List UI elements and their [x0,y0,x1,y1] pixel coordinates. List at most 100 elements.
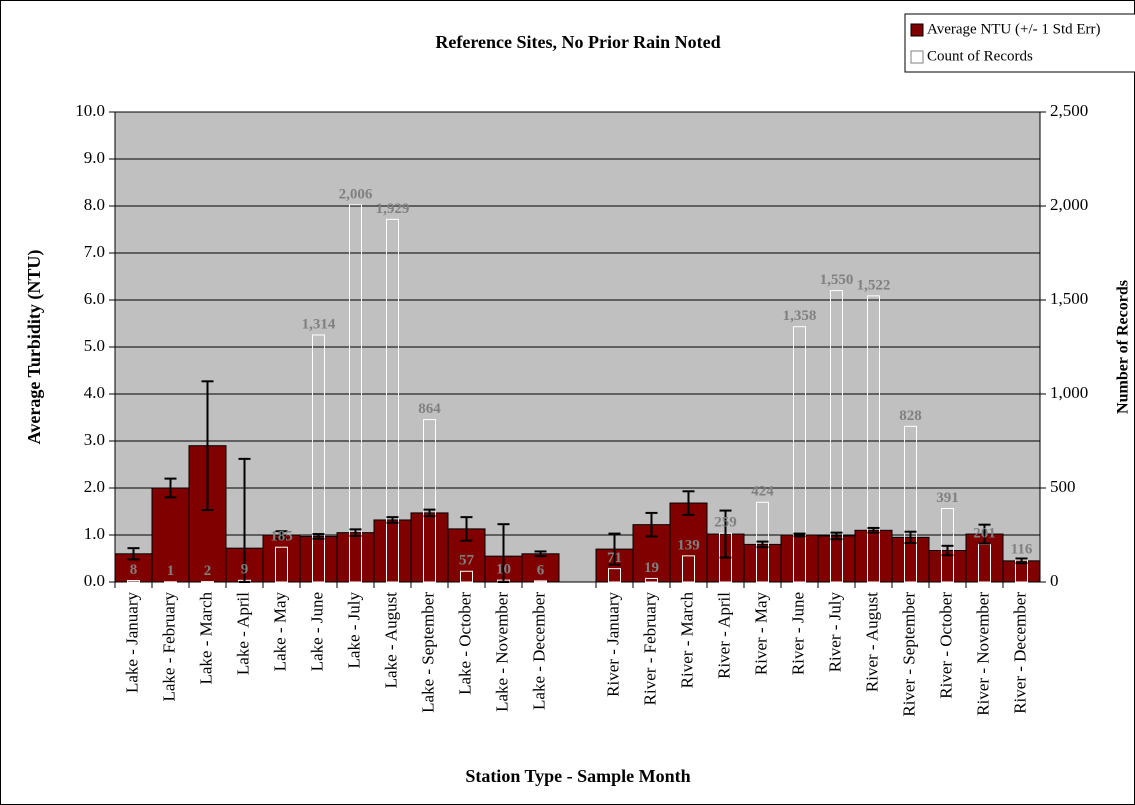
y-tick-label: 7.0 [84,242,105,261]
count-bar [312,334,325,583]
x-tick-label: Lake - June [307,592,326,671]
y2-tick-label: 0 [1050,571,1059,590]
count-label: 1,550 [820,272,854,288]
ntu-bar [743,543,782,583]
count-bar [460,570,473,583]
count-label: 71 [607,550,622,566]
y-tick-label: 10.0 [75,101,105,120]
y2-tick-label: 2,500 [1050,101,1088,120]
ntu-bar [780,534,819,583]
y2-tick-label: 1,500 [1050,289,1088,308]
count-bar [793,326,806,583]
error-bar [534,550,547,558]
error-bar [941,544,954,557]
y2-tick-label: 500 [1050,477,1076,496]
ntu-bar [410,512,449,583]
x-tick-label: River - January [603,592,622,697]
count-bar [127,579,140,583]
count-bar [386,218,399,583]
count-label: 9 [241,562,249,578]
error-bar [164,477,177,499]
error-bar [904,530,917,544]
count-bar [608,568,621,583]
x-axis-label: Station Type - Sample Month [465,766,690,786]
count-label: 6 [537,562,545,578]
y-tick-label: 9.0 [84,148,105,167]
y-tick-label: 3.0 [84,430,105,449]
ntu-bar [151,487,190,583]
error-bar [793,532,806,538]
count-label: 139 [677,537,700,553]
error-bar [978,523,991,545]
count-bar [349,204,362,583]
legend-swatch [910,50,924,64]
x-tick-label: Lake - July [344,592,363,669]
error-bar [423,508,436,518]
y-tick-label: 2.0 [84,477,105,496]
count-label: 19 [644,560,659,576]
legend-box [904,13,1135,73]
ntu-bar [817,535,856,583]
count-label: 1,358 [783,308,817,324]
x-tick-label: River - August [862,592,881,692]
x-tick-label: Lake - March [196,592,215,685]
error-bar [608,532,621,566]
x-tick-label: Lake - November [492,592,511,712]
count-bar [275,546,288,583]
x-tick-label: River - September [899,592,918,717]
count-label: 391 [936,490,959,506]
count-label: 116 [1011,542,1033,558]
ntu-bar [336,532,375,583]
x-tick-label: River - May [751,592,770,676]
x-tick-label: Lake - September [418,592,437,713]
error-bar [238,457,251,583]
y-tick-label: 0.0 [84,571,105,590]
count-label: 828 [899,408,922,424]
x-tick-label: Lake - October [455,592,474,695]
count-label: 201 [973,526,996,542]
x-tick-label: River - June [788,592,807,675]
count-label: 185 [270,529,293,545]
count-label: 2,006 [339,186,373,202]
error-bar [756,540,769,549]
count-bar [534,580,547,583]
y-tick-label: 6.0 [84,289,105,308]
x-tick-label: Lake - December [529,592,548,710]
count-label: 57 [459,553,475,569]
error-bar [386,516,399,524]
error-bar [497,523,510,583]
x-tick-label: Lake - May [270,592,289,672]
count-label: 1,929 [376,201,410,217]
y-axis-label: Average Turbidity (NTU) [24,250,45,445]
x-tick-label: River - March [677,592,696,689]
count-bar [830,290,843,583]
x-tick-label: Lake - April [233,592,252,675]
count-bar [645,577,658,583]
count-label: 864 [418,401,441,417]
count-label: 1,314 [302,316,336,332]
error-bar [719,509,732,559]
ntu-bar [299,535,338,583]
x-tick-label: River - April [714,592,733,679]
error-bar [312,533,325,540]
legend-label: Count of Records [927,48,1033,64]
error-bar [1015,557,1028,565]
error-bar [682,490,695,516]
y-tick-label: 4.0 [84,383,105,402]
legend: Average NTU (+/- 1 Std Err) Count of Reco… [904,13,1135,73]
error-bar [830,531,843,541]
count-label: 1 [167,563,175,579]
count-label: 1,522 [857,277,891,293]
count-bar [682,555,695,583]
ntu-bar [262,534,301,583]
chart-title: Reference Sites, No Prior Rain Noted [435,32,720,52]
y2-axis-label: Number of Records [1115,280,1132,414]
error-bar [867,526,880,534]
count-label: 2 [204,563,212,579]
error-bar [645,511,658,538]
x-tick-label: River - July [825,592,844,673]
error-bar [127,547,140,561]
ntu-bar [891,536,930,583]
ntu-bar [854,529,893,583]
